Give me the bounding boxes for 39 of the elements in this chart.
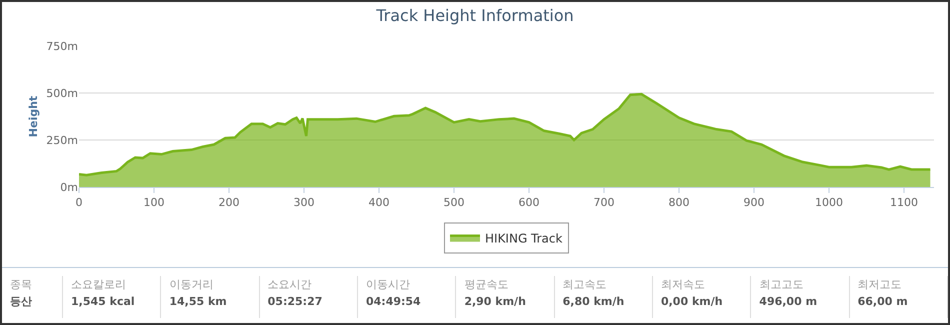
text: 최저속도 [660,277,706,293]
text: 14,55 km [169,294,228,310]
x-tick-label: 1000 [815,196,843,210]
x-tick-label: 0 [76,196,82,210]
text: 최저고도 [858,277,903,293]
text: 496,00 m [759,294,818,310]
text: 최고고도 [759,277,804,293]
x-tick-label: 800 [668,196,690,210]
text: 이동거리 [169,277,214,293]
x-tick-label: 700 [594,196,614,210]
text: 평균속도 [464,277,510,293]
y-tick-label: 500m [46,86,78,100]
text: 소요칼로리 [71,277,127,293]
x-tick-label: 900 [744,196,764,210]
text: 최고속도 [562,277,608,293]
text: 66,00 m [858,294,909,310]
x-tick-label: 600 [518,196,540,210]
legend-label: HIKING Track [485,231,563,246]
text: 소요시간 [268,277,313,293]
chart-title: Track Height Information [375,6,574,26]
x-tick-label: 1100 [890,196,918,210]
text: 6,80 km/h [562,294,626,310]
y-tick-label: 750m [46,40,78,53]
x-tick-label: 300 [294,196,314,210]
x-tick-label: 100 [144,196,164,210]
text: 이동시간 [366,277,411,293]
text: 2,90 km/h [464,294,527,310]
x-tick-label: 200 [218,196,240,210]
y-tick-label: 0m [60,180,78,194]
text: 1,545 kcal [71,294,136,310]
y-axis-title: Height [26,96,40,138]
x-tick-label: 400 [368,196,390,210]
x-tick-label: 500 [444,196,464,210]
text: 종목 [10,277,33,293]
text: 0,00 km/h [660,294,724,310]
text: 05:25:27 [268,294,324,310]
text: 등산 [10,294,33,310]
text: 04:49:54 [366,294,422,310]
y-tick-label: 250m [46,134,78,147]
